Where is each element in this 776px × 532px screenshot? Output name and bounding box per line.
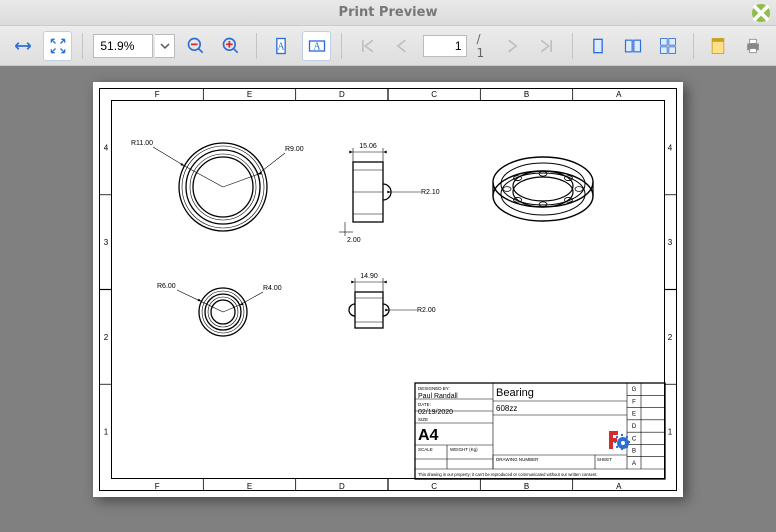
svg-text:F: F [155, 482, 160, 491]
svg-text:DATE:: DATE: [418, 402, 431, 407]
svg-text:R6.00: R6.00 [157, 283, 176, 290]
svg-text:SHEET: SHEET [597, 457, 612, 462]
first-page-button[interactable] [352, 31, 381, 61]
zoom-in-button[interactable] [217, 31, 246, 61]
close-button[interactable] [752, 4, 770, 22]
svg-text:15.06: 15.06 [359, 143, 377, 150]
toolbar: A A / 1 [0, 26, 776, 66]
svg-text:SCALE: SCALE [418, 447, 433, 452]
svg-text:Bearing: Bearing [496, 387, 534, 399]
svg-text:R2.00: R2.00 [417, 307, 436, 314]
svg-text:D: D [339, 482, 345, 491]
svg-text:F: F [155, 90, 160, 99]
facing-pages-button[interactable] [618, 31, 647, 61]
svg-text:E: E [247, 482, 252, 491]
svg-text:E: E [247, 90, 252, 99]
svg-text:WEIGHT (Kg): WEIGHT (Kg) [450, 447, 478, 452]
svg-text:A: A [616, 482, 622, 491]
svg-text:2: 2 [668, 333, 673, 342]
prev-page-button[interactable] [387, 31, 416, 61]
page-total: / 1 [477, 32, 492, 60]
fit-page-button[interactable] [43, 31, 72, 61]
landscape-button[interactable]: A [302, 31, 331, 61]
svg-text:A4: A4 [418, 427, 439, 444]
svg-text:A: A [616, 90, 622, 99]
svg-text:D: D [339, 90, 345, 99]
svg-text:2.00: 2.00 [347, 237, 361, 244]
preview-canvas: FFEEDDCCBBAA44332211R11.00R9.00R6.00R4.0… [0, 66, 776, 532]
svg-text:This drawing is our property;: This drawing is our property; it can't b… [418, 472, 598, 477]
drawing-svg: FFEEDDCCBBAA44332211R11.00R9.00R6.00R4.0… [93, 82, 683, 497]
page-setup-button[interactable] [704, 31, 733, 61]
svg-text:A: A [632, 461, 636, 467]
svg-text:C: C [632, 436, 637, 442]
last-page-button[interactable] [533, 31, 562, 61]
svg-text:DESIGNED BY:: DESIGNED BY: [418, 386, 450, 391]
window-title: Print Preview [339, 5, 438, 20]
svg-text:1: 1 [668, 428, 673, 437]
svg-text:R4.00: R4.00 [263, 285, 282, 292]
svg-text:14.90: 14.90 [360, 273, 378, 280]
svg-text:A: A [278, 41, 286, 52]
svg-text:2: 2 [104, 333, 109, 342]
zoom-control [93, 34, 175, 58]
svg-text:02/19/2020: 02/19/2020 [418, 409, 453, 416]
zoom-out-button[interactable] [181, 31, 210, 61]
svg-text:B: B [524, 482, 529, 491]
svg-text:C: C [431, 90, 437, 99]
svg-text:F: F [632, 399, 636, 405]
svg-text:B: B [524, 90, 529, 99]
print-button[interactable] [739, 31, 768, 61]
svg-text:1: 1 [104, 428, 109, 437]
page-input[interactable] [423, 35, 467, 57]
svg-text:3: 3 [104, 238, 109, 247]
zoom-input[interactable] [93, 34, 153, 58]
svg-text:E: E [632, 412, 636, 418]
svg-text:C: C [431, 482, 437, 491]
svg-text:4: 4 [668, 143, 673, 152]
next-page-button[interactable] [498, 31, 527, 61]
titlebar: Print Preview [0, 0, 776, 26]
svg-text:B: B [632, 449, 636, 455]
zoom-dropdown[interactable] [155, 34, 175, 58]
overview-pages-button[interactable] [653, 31, 682, 61]
svg-text:4: 4 [104, 143, 109, 152]
portrait-button[interactable]: A [267, 31, 296, 61]
svg-text:A: A [313, 41, 321, 52]
svg-text:D: D [632, 424, 637, 430]
svg-text:SIZE: SIZE [418, 417, 428, 422]
svg-text:R11.00: R11.00 [131, 140, 153, 147]
svg-text:3: 3 [668, 238, 673, 247]
fit-width-button[interactable] [8, 31, 37, 61]
svg-text:G: G [632, 387, 637, 393]
svg-text:Paul Randall: Paul Randall [418, 393, 458, 400]
single-page-button[interactable] [583, 31, 612, 61]
svg-text:R9.00: R9.00 [285, 146, 304, 153]
drawing-sheet: FFEEDDCCBBAA44332211R11.00R9.00R6.00R4.0… [93, 82, 683, 497]
svg-text:DRAWING NUMBER: DRAWING NUMBER [496, 457, 539, 462]
svg-text:608zz: 608zz [496, 404, 517, 413]
svg-text:R2.10: R2.10 [421, 189, 440, 196]
